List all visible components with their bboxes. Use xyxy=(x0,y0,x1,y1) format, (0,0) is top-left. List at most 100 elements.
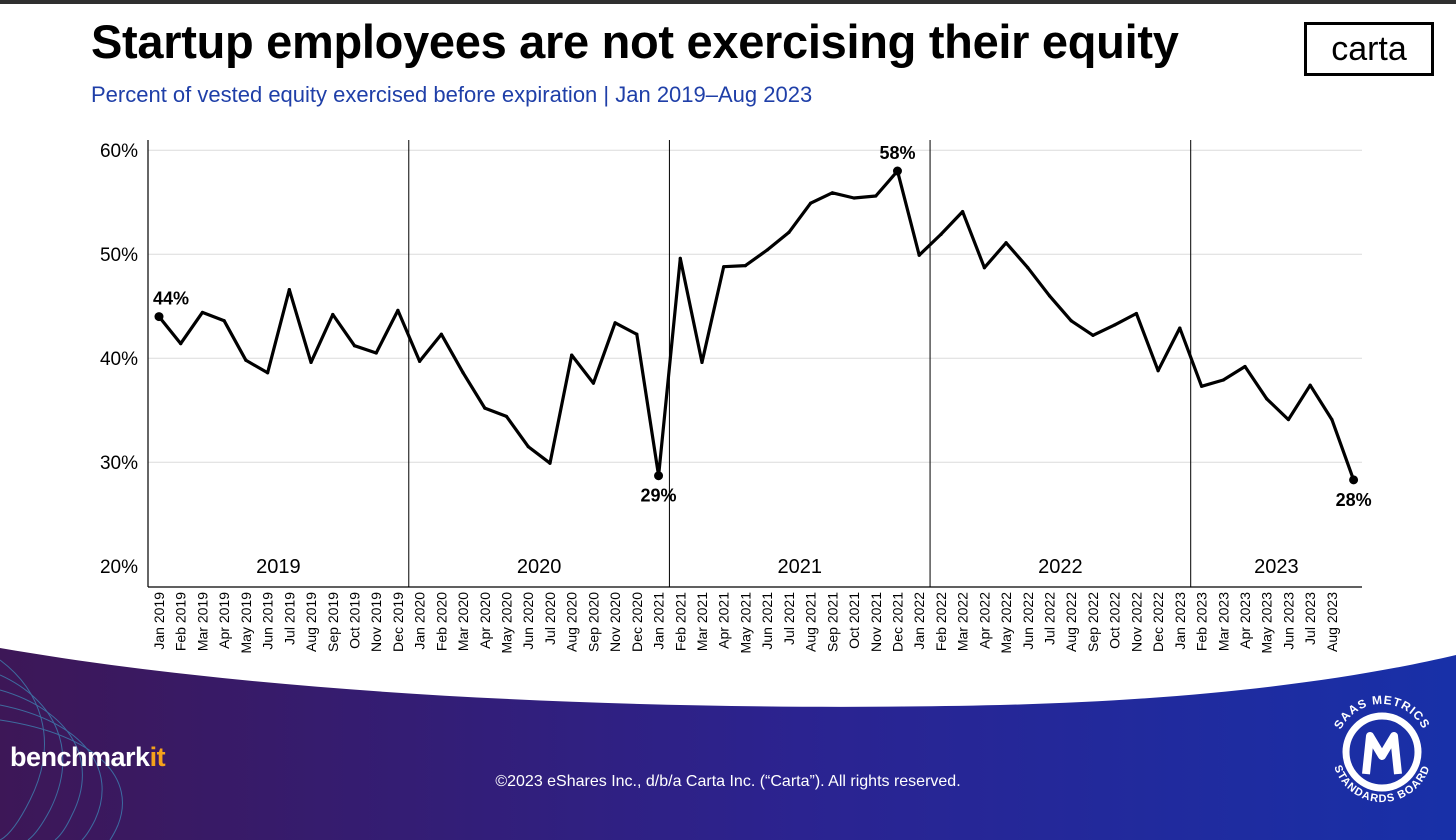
x-tick-label: Nov 2021 xyxy=(868,592,884,652)
data-point xyxy=(1069,319,1073,323)
x-tick-label: Jun 2022 xyxy=(1020,592,1036,650)
svg-text:STANDARDS BOARD: STANDARDS BOARD xyxy=(1331,763,1432,805)
x-tick-label: Jan 2023 xyxy=(1172,592,1188,650)
y-tick-label: 30% xyxy=(100,453,138,474)
x-tick-label: May 2022 xyxy=(998,592,1014,654)
annotated-point-marker xyxy=(154,312,164,322)
data-point xyxy=(396,308,400,312)
x-tick-label: Aug 2019 xyxy=(303,592,319,652)
x-tick-label: Jul 2021 xyxy=(781,592,797,645)
x-tick-label: Feb 2020 xyxy=(433,592,449,651)
x-tick-label: Jun 2023 xyxy=(1280,592,1296,650)
x-tick-label: Apr 2019 xyxy=(216,592,232,649)
data-point xyxy=(244,358,248,362)
x-tick-label: Jul 2020 xyxy=(542,592,558,645)
badge-ring xyxy=(1342,712,1422,792)
data-point xyxy=(700,360,704,364)
x-tick-label: Aug 2020 xyxy=(564,592,580,652)
x-tick-label: Dec 2022 xyxy=(1150,592,1166,652)
data-point xyxy=(917,253,921,257)
data-point xyxy=(1330,417,1334,422)
data-label: 44% xyxy=(153,289,189,309)
data-point xyxy=(1199,384,1204,388)
wave-lines-decoration xyxy=(0,659,123,840)
x-tick-label: Jan 2019 xyxy=(151,592,167,650)
data-point xyxy=(809,201,813,205)
badge-bottom-text: STANDARDS BOARD xyxy=(1331,763,1431,805)
annotated-point-marker xyxy=(1349,475,1359,485)
x-tick-label: Sep 2022 xyxy=(1085,592,1101,652)
x-tick-label: Feb 2023 xyxy=(1194,592,1210,651)
x-tick-label: Mar 2019 xyxy=(194,592,210,651)
annotated-point-marker xyxy=(892,166,902,176)
data-point xyxy=(179,342,183,346)
x-tick-label: Feb 2021 xyxy=(672,592,688,651)
x-tick-label: Aug 2021 xyxy=(803,592,819,652)
x-tick-label: Oct 2019 xyxy=(346,592,362,649)
x-tick-label: Jul 2023 xyxy=(1302,592,1318,645)
year-label: 2021 xyxy=(777,556,822,578)
data-point xyxy=(374,351,378,355)
year-label: 2020 xyxy=(517,556,562,578)
badge-top-text: SAAS METRICS xyxy=(1331,693,1432,732)
data-point xyxy=(461,371,465,375)
chart-subtitle: Percent of vested equity exercised befor… xyxy=(91,82,813,107)
data-point xyxy=(874,194,878,198)
benchmarkit-logo: benchmarkit xyxy=(10,742,166,773)
data-point xyxy=(961,209,965,214)
annotated-point-marker xyxy=(654,471,664,481)
data-point xyxy=(570,353,574,357)
x-tick-label: Jul 2022 xyxy=(1042,592,1058,645)
x-tick-label: Mar 2020 xyxy=(455,592,471,651)
data-point xyxy=(331,312,335,317)
x-tick-label: Aug 2022 xyxy=(1063,592,1079,652)
x-tick-label: Jun 2021 xyxy=(759,592,775,650)
data-point xyxy=(678,256,682,260)
x-tick-label: Nov 2019 xyxy=(368,592,384,652)
data-point xyxy=(591,381,596,385)
x-tick-label: Apr 2020 xyxy=(477,592,493,649)
x-tick-label: Mar 2021 xyxy=(694,592,710,651)
x-tick-label: May 2021 xyxy=(737,592,753,654)
data-point xyxy=(287,287,291,292)
x-tick-label: May 2023 xyxy=(1259,592,1275,654)
data-point xyxy=(939,232,943,237)
x-tick-label: Apr 2022 xyxy=(976,592,992,649)
x-tick-label: Mar 2023 xyxy=(1215,592,1231,651)
x-tick-label: Feb 2022 xyxy=(933,592,949,651)
x-tick-label: Aug 2023 xyxy=(1324,592,1340,652)
data-point xyxy=(222,319,226,323)
data-point xyxy=(1091,333,1095,337)
data-point xyxy=(1243,364,1247,369)
copyright-text: ©2023 eShares Inc., d/b/a Carta Inc. (“C… xyxy=(495,773,961,790)
data-point xyxy=(1265,397,1269,401)
x-tick-label: Dec 2021 xyxy=(889,592,905,652)
data-point xyxy=(1004,241,1008,245)
x-tick-label: Jun 2019 xyxy=(260,592,276,650)
data-point xyxy=(787,230,791,234)
x-tick-label: Nov 2022 xyxy=(1128,592,1144,652)
data-point xyxy=(852,196,856,200)
x-tick-label: Dec 2019 xyxy=(390,592,406,652)
saas-metrics-badge: SAAS METRICS STANDARDS BOARD xyxy=(1331,693,1432,805)
data-point xyxy=(439,332,443,336)
y-tick-label: 50% xyxy=(100,245,138,266)
data-point xyxy=(418,359,422,363)
data-point xyxy=(483,406,487,410)
data-point xyxy=(722,265,726,269)
x-tick-label: Jun 2020 xyxy=(520,592,536,650)
year-label: 2023 xyxy=(1254,556,1299,578)
data-point xyxy=(765,248,769,252)
brand-accent-text: it xyxy=(149,742,166,772)
y-tick-label: 40% xyxy=(100,349,138,370)
data-point xyxy=(1134,311,1138,316)
data-label: 58% xyxy=(879,143,915,163)
year-label: 2022 xyxy=(1038,556,1083,578)
data-point xyxy=(613,321,617,325)
x-tick-label: Oct 2021 xyxy=(846,592,862,649)
data-point xyxy=(266,371,270,375)
data-point xyxy=(743,264,748,268)
data-point xyxy=(352,344,357,348)
